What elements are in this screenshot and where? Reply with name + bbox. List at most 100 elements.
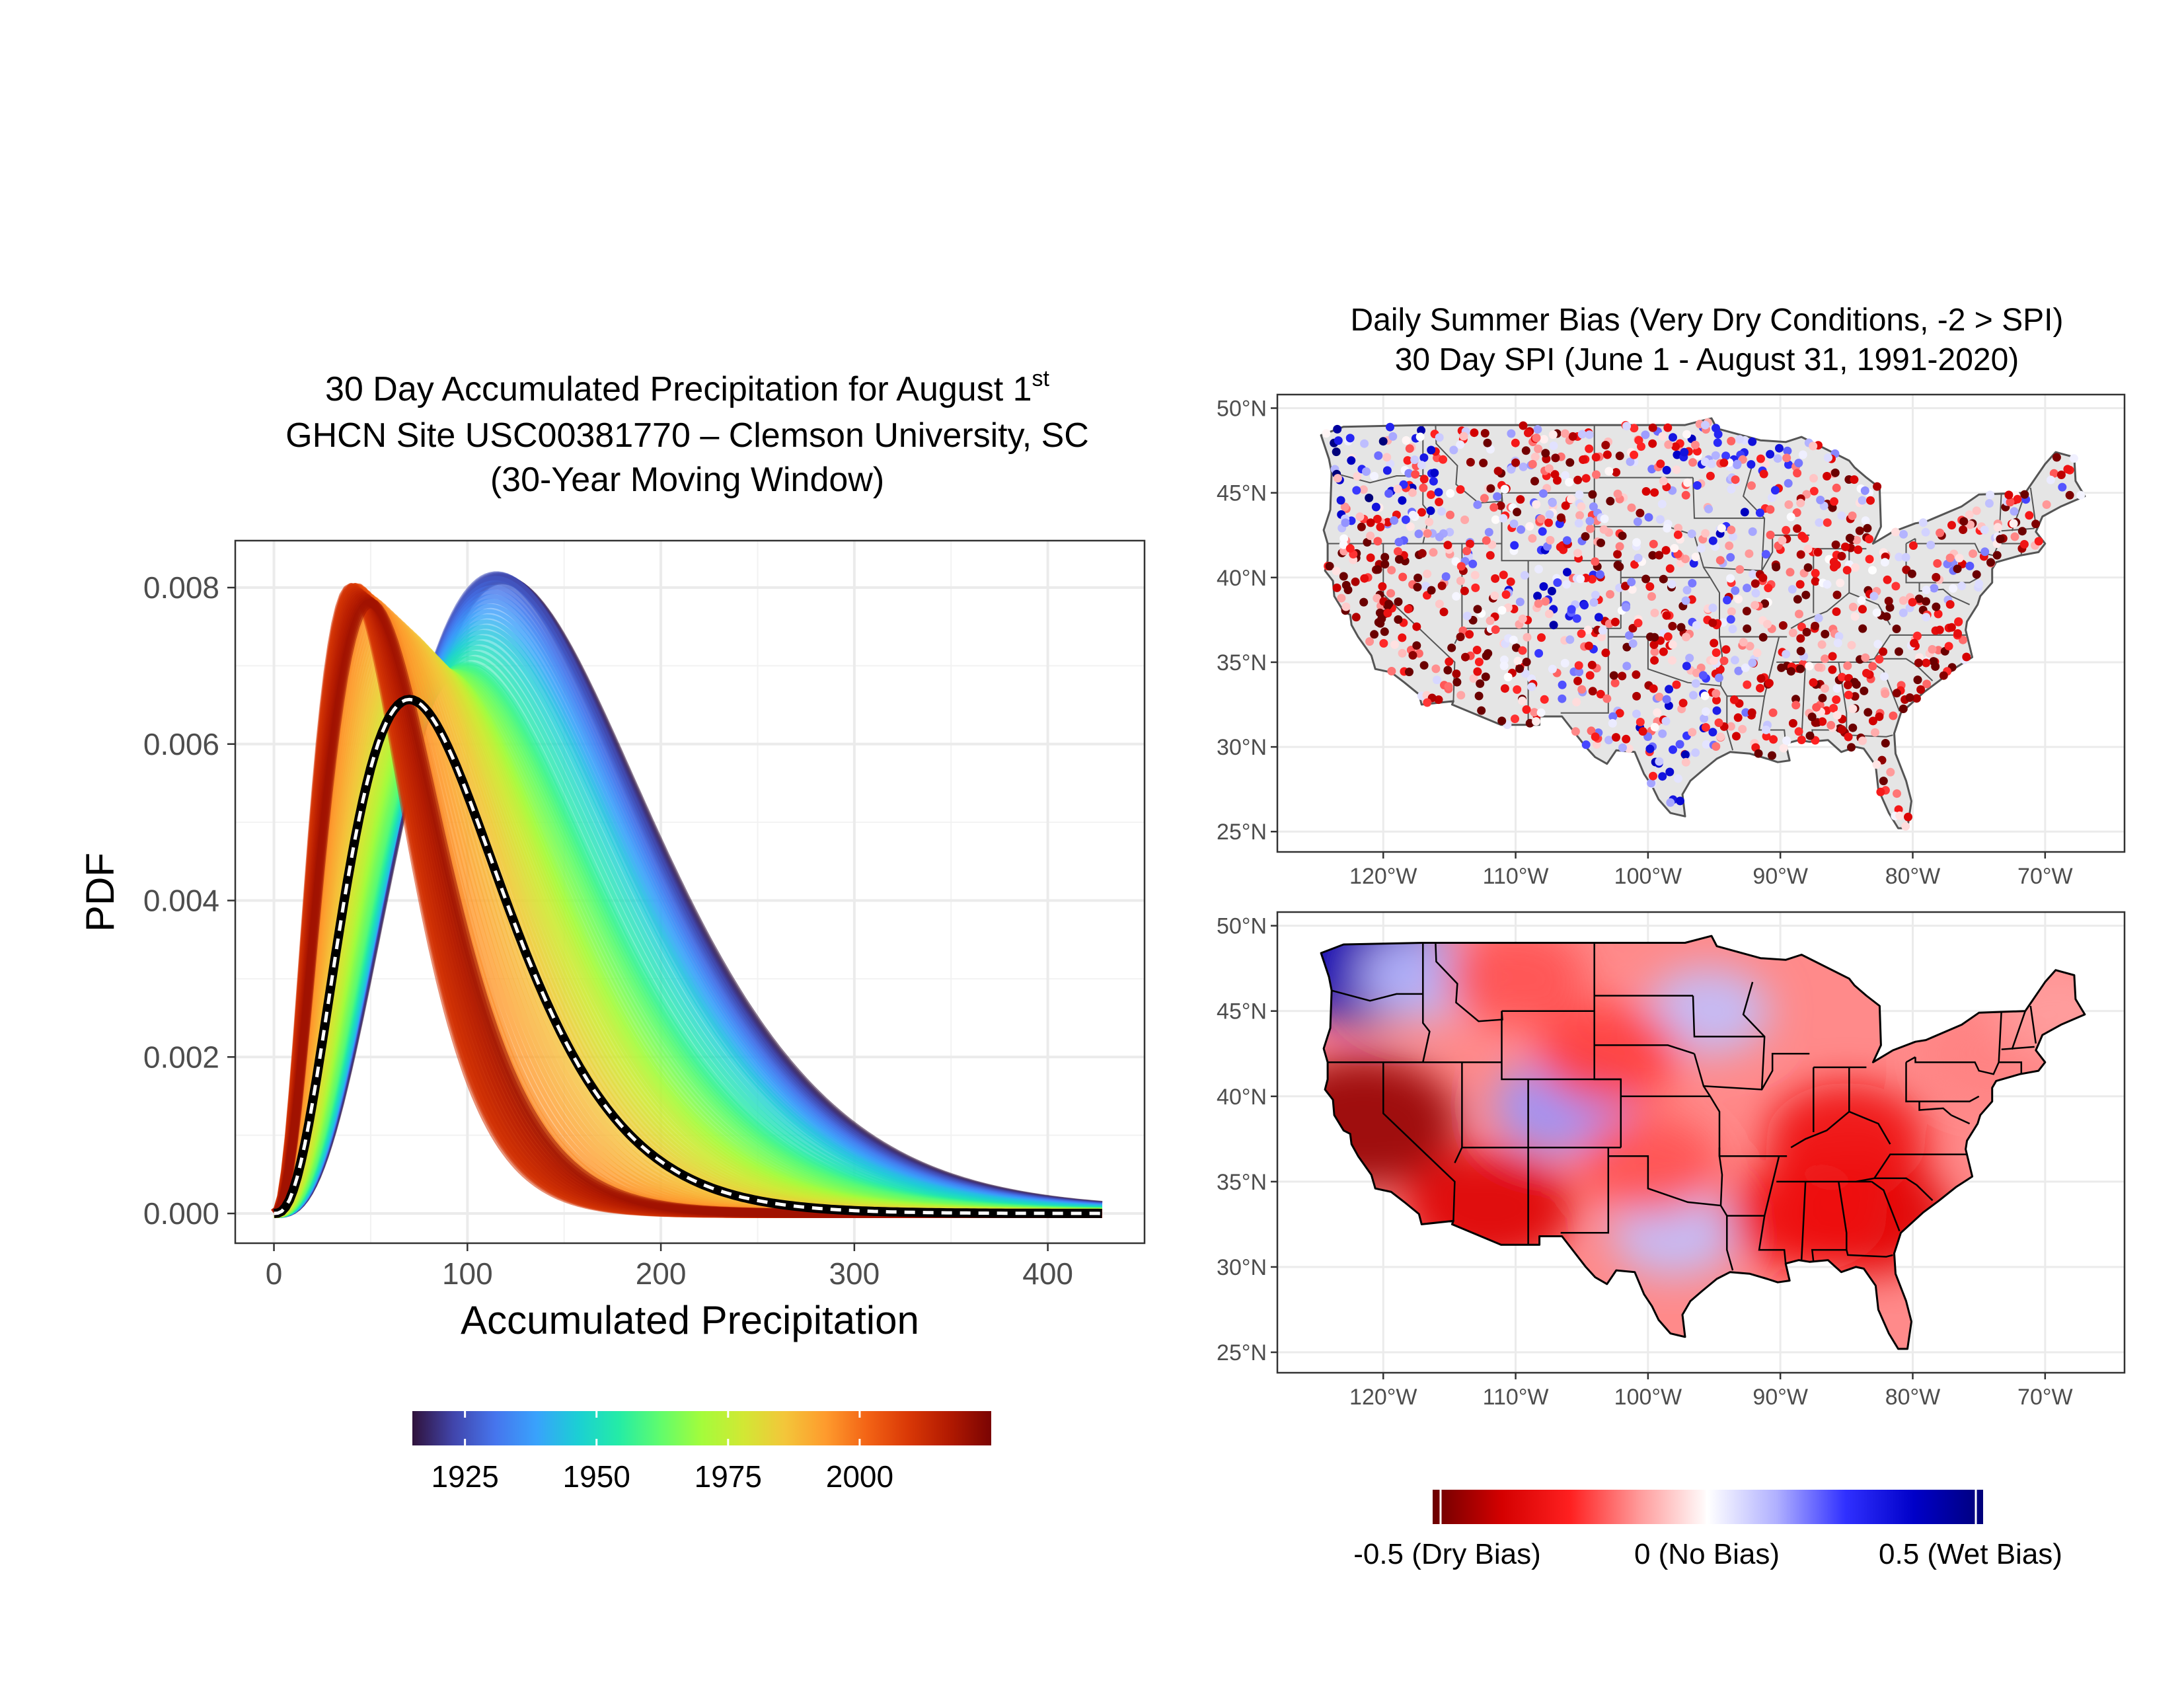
station-point bbox=[1435, 433, 1444, 442]
station-point bbox=[1748, 658, 1757, 668]
station-point bbox=[1957, 582, 1967, 591]
station-point bbox=[1430, 469, 1439, 477]
station-point bbox=[1796, 550, 1805, 559]
station-point bbox=[1986, 490, 1995, 500]
station-point bbox=[1914, 658, 1923, 668]
left-title-line3: (30-Year Moving Window) bbox=[490, 461, 884, 499]
station-point bbox=[1390, 516, 1399, 525]
station-point bbox=[1828, 652, 1837, 661]
station-point bbox=[1882, 612, 1891, 621]
station-point bbox=[1996, 535, 2005, 544]
station-point bbox=[1698, 671, 1708, 680]
station-point bbox=[1460, 516, 1470, 524]
station-point bbox=[1811, 568, 1820, 578]
station-point bbox=[1456, 633, 1465, 642]
station-point bbox=[1480, 429, 1489, 438]
station-point bbox=[1602, 450, 1612, 459]
station-point bbox=[1685, 654, 1694, 663]
station-point bbox=[1462, 611, 1472, 621]
station-point bbox=[1665, 685, 1674, 694]
station-point bbox=[1419, 483, 1428, 492]
station-point bbox=[1895, 553, 1904, 562]
station-point bbox=[1429, 548, 1438, 557]
conus-outline-bias bbox=[1320, 935, 2086, 1350]
state-border bbox=[1906, 538, 1916, 545]
station-point bbox=[1515, 664, 1525, 673]
station-point bbox=[1655, 693, 1664, 701]
station-point bbox=[1470, 428, 1479, 438]
station-point bbox=[1544, 609, 1554, 619]
station-point bbox=[1763, 619, 1772, 629]
station-point bbox=[1784, 500, 1793, 509]
station-point bbox=[1565, 478, 1574, 487]
station-point bbox=[1865, 555, 1874, 564]
station-point bbox=[1922, 586, 1931, 595]
station-point bbox=[1545, 510, 1554, 519]
station-point bbox=[1837, 552, 1846, 560]
station-point bbox=[1681, 596, 1690, 605]
station-point bbox=[1713, 438, 1722, 447]
station-point bbox=[1733, 459, 1742, 469]
station-point bbox=[1664, 440, 1673, 449]
station-point bbox=[1491, 574, 1500, 583]
station-point bbox=[1797, 736, 1806, 744]
station-point bbox=[1497, 605, 1507, 615]
state-border bbox=[1790, 1110, 1891, 1149]
station-point bbox=[1687, 529, 1696, 539]
station-point bbox=[1665, 767, 1675, 777]
station-point bbox=[1519, 421, 1528, 430]
station-point bbox=[1472, 646, 1482, 654]
station-point bbox=[1650, 722, 1659, 732]
station-point bbox=[1708, 603, 1717, 613]
station-point bbox=[1632, 670, 1641, 679]
station-point bbox=[1872, 760, 1881, 769]
station-point bbox=[1901, 553, 1910, 562]
station-point bbox=[1452, 670, 1461, 678]
station-point bbox=[1431, 664, 1441, 673]
station-point bbox=[1692, 668, 1701, 677]
station-point bbox=[1861, 653, 1870, 662]
station-point bbox=[1622, 662, 1632, 671]
station-point bbox=[2056, 471, 2066, 479]
station-point bbox=[1834, 632, 1844, 641]
station-point bbox=[1479, 459, 1488, 467]
station-point bbox=[1905, 693, 1914, 702]
station-point bbox=[1425, 518, 1434, 527]
station-point bbox=[2017, 527, 2027, 536]
state-border bbox=[1382, 1062, 1456, 1221]
station-point bbox=[1497, 716, 1507, 726]
latitude-tick-label: 30°N bbox=[1217, 1255, 1267, 1280]
bias-colorbar-label-wet: 0.5 (Wet Bias) bbox=[1879, 1538, 2062, 1570]
station-point bbox=[1899, 529, 1908, 539]
station-point bbox=[1541, 449, 1550, 458]
station-point bbox=[1727, 525, 1736, 535]
station-point bbox=[1625, 631, 1634, 640]
station-point bbox=[1817, 640, 1826, 649]
station-point bbox=[1509, 635, 1518, 644]
station-point bbox=[1655, 515, 1665, 524]
station-point bbox=[1847, 743, 1856, 752]
station-point bbox=[1891, 527, 1900, 537]
station-point bbox=[1717, 523, 1726, 533]
station-point bbox=[1793, 469, 1802, 478]
station-point bbox=[1782, 650, 1791, 659]
station-point bbox=[1427, 586, 1436, 595]
station-point bbox=[1513, 508, 1522, 517]
station-point bbox=[1484, 527, 1493, 537]
station-point bbox=[1794, 459, 1803, 468]
station-point bbox=[1895, 811, 1904, 820]
station-point bbox=[1782, 736, 1791, 745]
station-point bbox=[1474, 691, 1484, 701]
station-point bbox=[1850, 475, 1859, 484]
station-point bbox=[1601, 648, 1610, 658]
station-point bbox=[1658, 432, 1667, 441]
state-border bbox=[1951, 595, 1971, 605]
station-point bbox=[1801, 590, 1811, 599]
station-point bbox=[1667, 580, 1676, 589]
state-border bbox=[2001, 1046, 2035, 1051]
station-point bbox=[1891, 582, 1901, 591]
station-point bbox=[1412, 622, 1421, 631]
station-point bbox=[2009, 519, 2018, 528]
station-point bbox=[1668, 640, 1677, 649]
station-point bbox=[1823, 518, 1832, 527]
